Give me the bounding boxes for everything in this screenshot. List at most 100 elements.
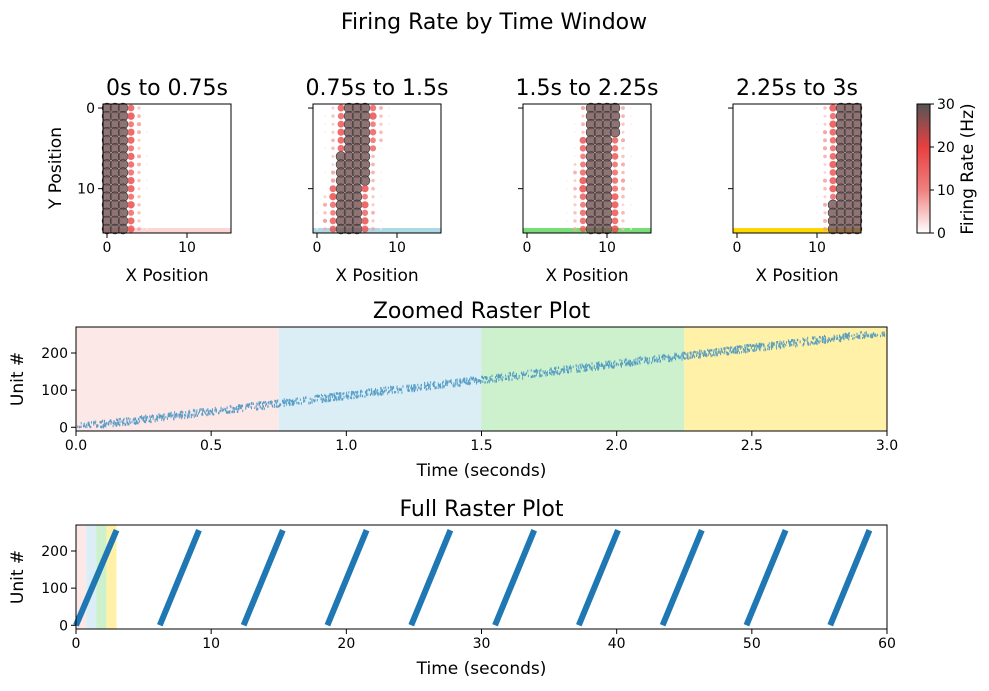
rate-dot: [823, 202, 827, 207]
rate-dot: [829, 128, 837, 136]
rate-dot: [823, 163, 827, 166]
rate-dot: [621, 227, 625, 231]
rate-dot: [823, 171, 827, 174]
rate-dot: [127, 217, 135, 225]
rate-dot: [815, 123, 819, 126]
heatmap-panel-1: 0s to 0.75s 0 10 0 10 X Position Y Position: [46, 76, 232, 286]
rate-dot: [145, 163, 149, 166]
x-tick-label: 20: [337, 636, 355, 652]
rate-dot: [829, 169, 837, 176]
colorbar-tick-label: 0: [937, 226, 946, 242]
rate-dot: [323, 202, 327, 207]
rate-dot: [322, 218, 328, 224]
rate-dot: [573, 155, 577, 158]
rate-dot: [369, 104, 377, 112]
spike-marks: [77, 331, 888, 429]
rate-dot: [145, 155, 149, 158]
zoomed-raster-plot: Zoomed Raster Plot 0.0 0.5 1.0 1.5 2.0 2.5 3.0 0…: [8, 299, 898, 481]
time-window-shade: [76, 525, 87, 629]
rate-dot: [573, 163, 577, 166]
x-tick-label: 10: [178, 240, 196, 256]
y-tick-label: 200: [41, 544, 68, 560]
rate-dot: [371, 203, 375, 207]
rate-dot: [361, 201, 369, 209]
rate-dot: [612, 161, 618, 168]
rate-dot: [823, 138, 827, 143]
rate-dot: [579, 217, 587, 225]
rate-dot: [822, 146, 828, 151]
rate-dot: [823, 114, 827, 118]
rate-dot: [829, 160, 837, 169]
rate-dot: [359, 175, 371, 186]
rate-dot: [580, 153, 586, 160]
colorbar-gradient: [916, 103, 931, 234]
x-tick-label: 0.0: [65, 438, 87, 454]
rate-dot: [127, 201, 135, 209]
rate-dot: [815, 211, 819, 214]
rate-dot: [387, 115, 391, 118]
rate-dot: [145, 187, 149, 190]
rate-dot: [323, 123, 327, 126]
rate-dot: [331, 146, 335, 151]
rate-dot: [829, 193, 837, 200]
x-tick-label: 0: [733, 240, 742, 256]
rate-dot: [323, 227, 327, 231]
rate-dot: [361, 209, 369, 216]
x-axis-label: X Position: [335, 266, 418, 286]
time-window-shade: [76, 327, 279, 431]
rate-dot: [823, 195, 827, 199]
x-tick-label: 3.0: [876, 438, 898, 454]
rate-dot: [379, 147, 383, 150]
rate-dot: [329, 185, 337, 193]
y-tick-label: 200: [41, 346, 68, 362]
y-axis-label: Unit #: [8, 352, 28, 406]
rate-dot: [611, 209, 619, 217]
rate-dot: [315, 211, 319, 214]
rate-dot: [579, 193, 587, 201]
rate-dot: [823, 154, 827, 159]
spike-sweep-8: [659, 529, 705, 627]
rate-dot: [579, 145, 587, 152]
colorbar-tick-label: 30: [937, 97, 955, 113]
rate-dot: [371, 186, 375, 191]
rate-dot: [329, 193, 337, 201]
rate-dot: [137, 106, 141, 110]
rate-dot: [127, 136, 135, 144]
spike-sweep-6: [492, 529, 537, 627]
x-axis-label: X Position: [755, 266, 838, 286]
rate-dot: [379, 122, 383, 126]
rate-dot: [127, 169, 135, 176]
rate-dot: [621, 186, 625, 191]
rate-dot: [127, 185, 135, 193]
rate-dot: [137, 227, 141, 231]
rate-dot: [323, 171, 327, 174]
y-tick-label: 0: [59, 420, 68, 436]
rate-dot: [136, 122, 142, 127]
rate-dot: [127, 121, 135, 128]
rate-dot: [823, 106, 827, 110]
spike-sweep-1: [73, 529, 120, 627]
rate-dot: [581, 114, 585, 118]
rate-dot: [361, 217, 369, 225]
rate-dot: [829, 145, 837, 152]
time-window-shade: [106, 525, 117, 629]
rate-dot: [145, 227, 149, 231]
rate-dot: [362, 193, 368, 200]
rate-dot: [565, 211, 569, 214]
panel-title: 2.25s to 3s: [736, 76, 858, 101]
rate-dot: [127, 112, 135, 120]
rate-dot: [127, 145, 135, 152]
rate-dot: [387, 123, 391, 126]
rate-dot: [127, 209, 135, 216]
rate-dot: [815, 131, 819, 134]
rate-dot: [620, 178, 626, 183]
rate-dot: [145, 179, 149, 182]
rate-dot: [579, 136, 587, 144]
time-window-band: [733, 228, 861, 233]
x-tick-label: 2.0: [606, 438, 628, 454]
rate-dot: [127, 152, 135, 161]
rate-dot: [371, 227, 375, 231]
rate-dot: [323, 147, 327, 150]
rate-dot: [823, 227, 827, 231]
rate-dot: [137, 146, 141, 150]
